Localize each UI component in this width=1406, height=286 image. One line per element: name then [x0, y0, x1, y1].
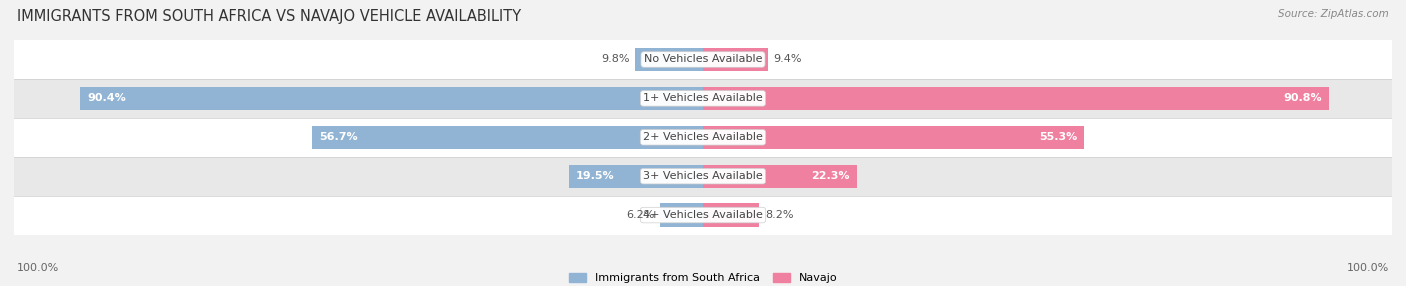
Text: 9.8%: 9.8% — [602, 55, 630, 64]
Text: 4+ Vehicles Available: 4+ Vehicles Available — [643, 210, 763, 220]
Bar — [703, 203, 759, 227]
Bar — [80, 87, 703, 110]
Text: 100.0%: 100.0% — [17, 263, 59, 273]
Bar — [703, 48, 768, 71]
Bar — [703, 87, 1329, 110]
Bar — [14, 118, 1392, 157]
Bar — [661, 203, 703, 227]
Legend: Immigrants from South Africa, Navajo: Immigrants from South Africa, Navajo — [569, 273, 837, 283]
Bar — [14, 40, 1392, 79]
Text: 1+ Vehicles Available: 1+ Vehicles Available — [643, 94, 763, 103]
Text: 2+ Vehicles Available: 2+ Vehicles Available — [643, 132, 763, 142]
Text: 55.3%: 55.3% — [1039, 132, 1077, 142]
Bar — [703, 126, 1084, 149]
Text: IMMIGRANTS FROM SOUTH AFRICA VS NAVAJO VEHICLE AVAILABILITY: IMMIGRANTS FROM SOUTH AFRICA VS NAVAJO V… — [17, 9, 522, 23]
Text: 6.2%: 6.2% — [627, 210, 655, 220]
Text: Source: ZipAtlas.com: Source: ZipAtlas.com — [1278, 9, 1389, 19]
Text: 90.8%: 90.8% — [1284, 94, 1322, 103]
Bar — [703, 164, 856, 188]
Bar — [636, 48, 703, 71]
Bar — [14, 79, 1392, 118]
Text: 8.2%: 8.2% — [765, 210, 793, 220]
Text: 100.0%: 100.0% — [1347, 263, 1389, 273]
Bar — [14, 157, 1392, 196]
Text: 22.3%: 22.3% — [811, 171, 849, 181]
Text: 19.5%: 19.5% — [575, 171, 614, 181]
Text: No Vehicles Available: No Vehicles Available — [644, 55, 762, 64]
Bar — [568, 164, 703, 188]
Bar — [312, 126, 703, 149]
Text: 90.4%: 90.4% — [87, 94, 127, 103]
Text: 9.4%: 9.4% — [773, 55, 801, 64]
Text: 3+ Vehicles Available: 3+ Vehicles Available — [643, 171, 763, 181]
Text: 56.7%: 56.7% — [319, 132, 359, 142]
Bar — [14, 196, 1392, 235]
